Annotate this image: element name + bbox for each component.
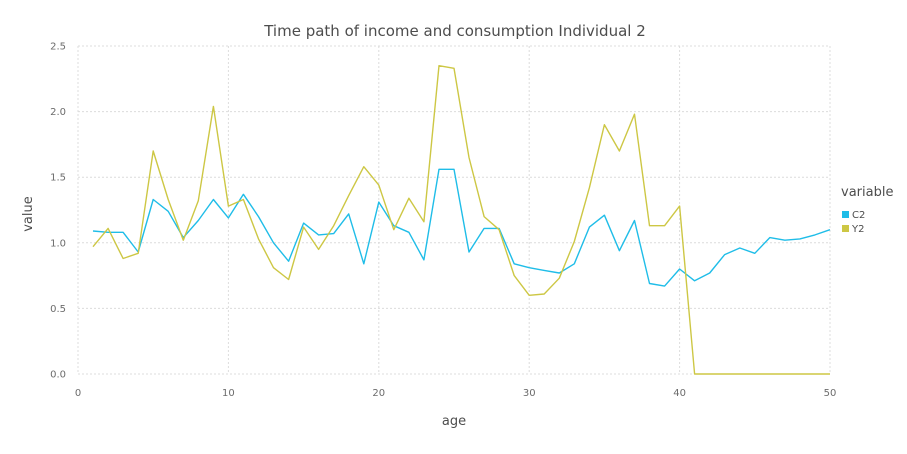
- y-tick-label: 2.5: [50, 42, 66, 53]
- y-tick-label: 1.5: [50, 173, 66, 184]
- x-tick-label: 50: [824, 388, 837, 399]
- y-tick-label: 0.5: [50, 304, 66, 315]
- y-tick-label: 0.0: [50, 370, 66, 381]
- y-axis-title: value: [21, 196, 36, 232]
- legend-label-y2: Y2: [851, 224, 864, 235]
- y-axis-ticks: 0.0 0.5 1.0 1.5 2.0 2.5: [50, 42, 66, 381]
- grid-lines: [77, 45, 831, 375]
- y-tick-label: 1.0: [50, 238, 66, 249]
- legend-label-c2: C2: [852, 210, 865, 221]
- x-axis-title: age: [442, 414, 466, 429]
- y-tick-label: 2.0: [50, 107, 66, 118]
- x-axis-ticks: 0 10 20 30 40 50: [75, 388, 837, 399]
- legend-swatch-y2: [842, 225, 849, 232]
- x-tick-label: 10: [222, 388, 235, 399]
- chart-title: Time path of income and consumption Indi…: [263, 22, 646, 40]
- legend: variable C2 Y2: [841, 185, 893, 235]
- series-line-c2: [92, 168, 831, 287]
- x-tick-label: 20: [372, 388, 385, 399]
- legend-swatch-c2: [842, 211, 849, 218]
- x-tick-label: 40: [673, 388, 686, 399]
- legend-title: variable: [841, 185, 893, 200]
- x-tick-label: 0: [75, 388, 81, 399]
- series-lines: [92, 64, 831, 375]
- series-line-y2: [92, 64, 830, 375]
- x-tick-label: 30: [523, 388, 536, 399]
